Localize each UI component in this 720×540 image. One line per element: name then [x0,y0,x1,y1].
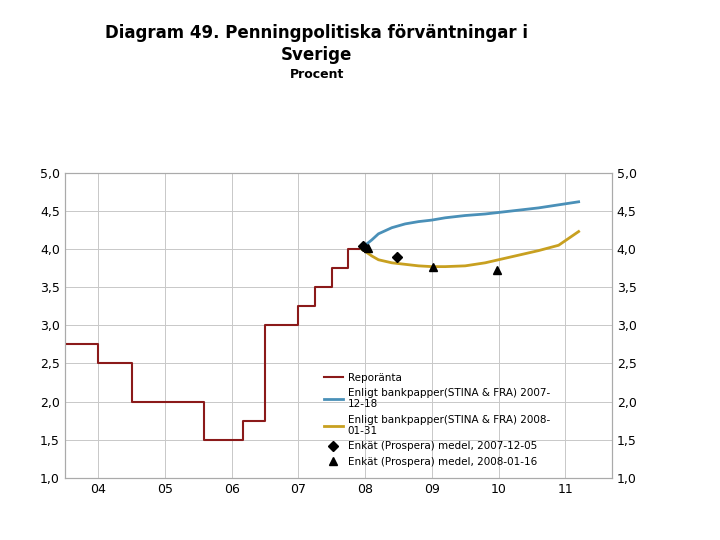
Text: Källor: Prospera Research AB och Riksbanken: Källor: Prospera Research AB och Riksban… [385,520,706,533]
Legend: Reporänta, Enligt bankpapper(STINA & FRA) 2007-
12-18, Enligt bankpapper(STINA &: Reporänta, Enligt bankpapper(STINA & FRA… [324,373,550,467]
Text: SVERIGES
RIKSBANK: SVERIGES RIKSBANK [635,85,679,105]
Text: Sverige: Sverige [281,46,353,64]
Text: ★ ★ ★ ★: ★ ★ ★ ★ [644,18,670,23]
Text: Procent: Procent [289,68,344,80]
Text: Diagram 49. Penningpolitiska förväntningar i: Diagram 49. Penningpolitiska förväntning… [105,24,528,42]
